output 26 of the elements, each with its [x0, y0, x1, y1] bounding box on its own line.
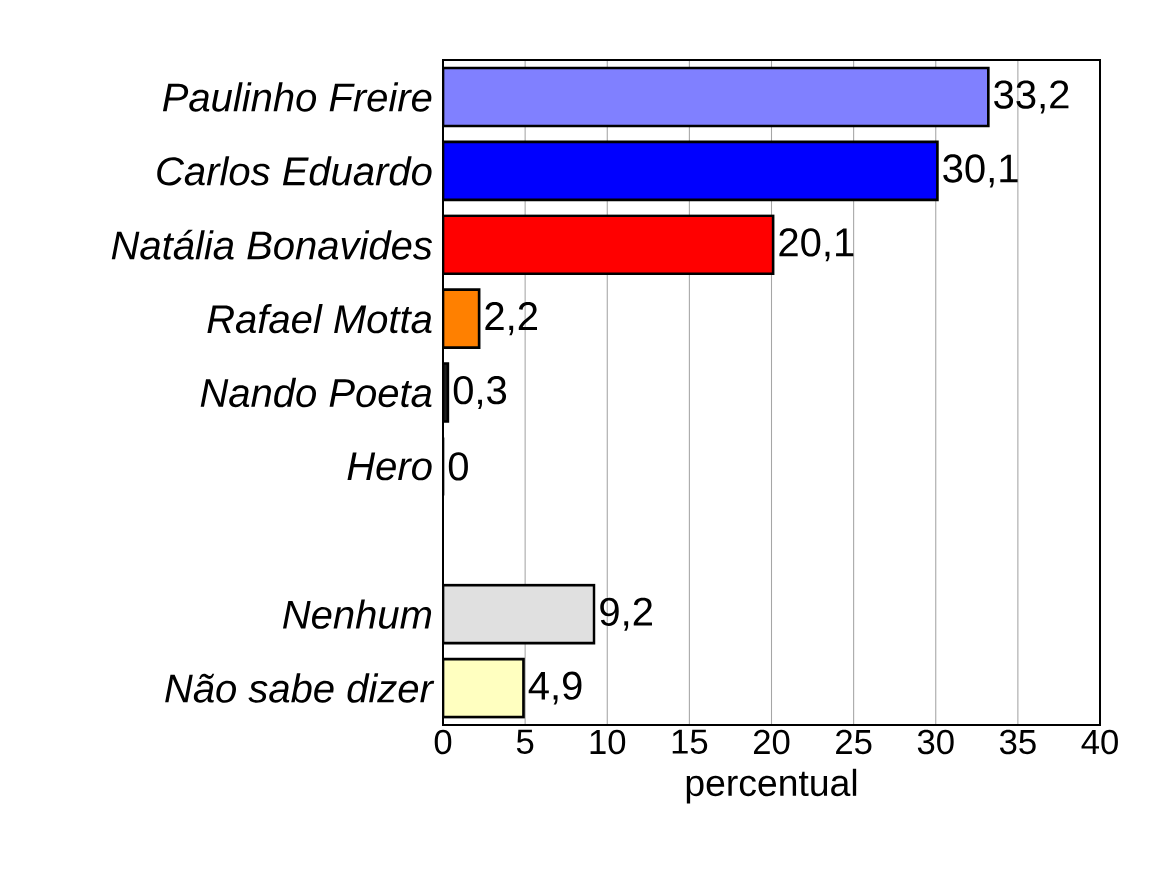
data-label: 4,9: [528, 671, 582, 705]
data-label: 30,1: [943, 154, 1018, 188]
y-tick-label: Não sabe dizer: [165, 673, 435, 703]
x-tick-label: 15: [672, 729, 708, 754]
y-tick-label: Carlos Eduardo: [157, 156, 432, 186]
y-tick-label: Natália Bonavides: [111, 229, 433, 260]
x-tick-label: 35: [999, 729, 1036, 755]
data-label: 0: [448, 452, 468, 481]
data-label: 20,1: [779, 228, 854, 262]
x-axis-title: percentual: [686, 768, 857, 804]
y-tick-label: Nenhum: [283, 599, 432, 629]
data-label: 0,3: [453, 375, 507, 410]
y-tick-label: Nando Poeta: [200, 377, 432, 408]
data-label: 9,2: [600, 597, 652, 631]
data-label: 33,2: [994, 80, 1069, 114]
x-tick-label: 5: [516, 729, 534, 754]
x-tick-label: 30: [917, 729, 954, 755]
x-tick-label: 40: [1081, 729, 1118, 755]
y-tick-label: Paulinho Freire: [162, 82, 432, 112]
y-tick-label: Rafael Motta: [207, 303, 432, 334]
y-tick-label: Hero: [347, 452, 432, 481]
data-label: 2,2: [485, 302, 538, 336]
x-tick-label: 20: [753, 729, 790, 755]
x-tick-label: 10: [590, 729, 626, 755]
x-tick-label: 0: [434, 729, 452, 755]
x-tick-label: 25: [836, 729, 872, 755]
